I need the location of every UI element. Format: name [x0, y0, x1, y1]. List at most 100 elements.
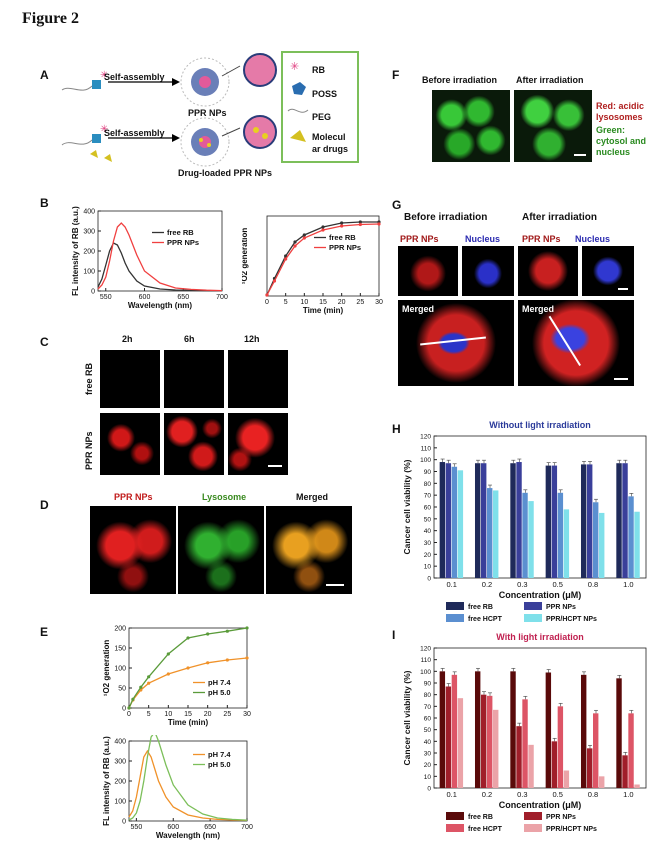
y-tick-label: 120	[420, 646, 431, 653]
legend-label: pH 5.0	[208, 760, 231, 769]
legend-swatch	[446, 602, 464, 610]
x-tick-label: 5	[147, 711, 151, 718]
g-before-label: Before irradiation	[404, 212, 488, 223]
bar	[551, 465, 558, 578]
line-profile-marker	[420, 336, 486, 345]
y-tick-label: 20	[424, 762, 432, 769]
data-point	[131, 697, 135, 701]
y-tick-label: 60	[424, 716, 432, 723]
bar	[522, 492, 528, 578]
y-tick-label: 100	[420, 669, 431, 676]
bar	[634, 511, 640, 578]
data-point	[206, 661, 210, 665]
x-tick-label: 0.5	[552, 790, 562, 799]
bar	[563, 509, 570, 578]
y-tick-label: 10	[424, 774, 432, 781]
y-tick-label: 0	[122, 819, 126, 826]
y-tick-label: 100	[83, 269, 95, 276]
data-point	[321, 225, 325, 229]
bar	[593, 713, 599, 788]
legend-label: PPR/HCPT NPs	[546, 826, 597, 833]
x-tick-label: 0.1	[446, 790, 456, 799]
x-axis-label: Concentration (μM)	[499, 800, 582, 810]
y-axis-label: Cancer cell viability (%)	[402, 459, 412, 554]
chart-title: With light irradiation	[496, 632, 583, 642]
data-point	[166, 652, 170, 656]
bar	[457, 698, 464, 788]
plot-frame	[433, 435, 647, 579]
micrograph-f-after	[514, 90, 592, 162]
scale-bar	[618, 288, 628, 290]
g-ppr-label-after: PPR NPs	[522, 234, 561, 244]
bar	[580, 464, 587, 578]
micrograph-free-rb-12h	[228, 350, 288, 408]
svg-text:✳: ✳	[290, 61, 299, 73]
y-tick-label: 80	[424, 481, 432, 488]
bar	[487, 695, 493, 788]
bar	[510, 463, 516, 578]
drug-loaded-label: Drug-loaded PPR NPs	[178, 168, 273, 178]
plot-frame	[97, 210, 223, 292]
f-after-label: After irradiation	[516, 75, 584, 85]
data-point	[293, 244, 297, 248]
x-tick-label: 0.3	[517, 580, 527, 589]
data-point	[127, 706, 131, 710]
bar	[599, 512, 605, 578]
bar	[628, 713, 634, 788]
g-after-label: After irradiation	[522, 212, 598, 223]
chart-e-fl-intensity: 550 600 650 700 0 100 200 300 400 Wavelength (nm)…	[102, 735, 253, 840]
y-tick-label: 150	[114, 646, 126, 653]
y-tick-label: 100	[114, 799, 126, 806]
micrograph-g-nucleus-after	[582, 246, 634, 296]
bar	[457, 470, 464, 578]
legend-label: free HCPT	[468, 616, 503, 623]
y-tick-label: 10	[424, 564, 432, 571]
g-nucleus-label-after: Nucleus	[575, 234, 611, 244]
legend-swatch	[446, 614, 464, 622]
data-point	[302, 233, 306, 237]
row-label-free-rb: free RB	[84, 362, 94, 395]
bar	[528, 744, 534, 788]
data-point	[265, 293, 269, 297]
ppr-nps-label: PPR NPs	[188, 108, 227, 118]
g-ppr-label-before: PPR NPs	[400, 234, 439, 244]
legend-swatch	[524, 614, 542, 622]
y-axis-label: ¹O2 generation	[242, 228, 249, 285]
bar	[474, 671, 481, 788]
bar	[557, 492, 564, 578]
data-point	[225, 629, 229, 633]
bar	[557, 706, 564, 788]
y-tick-label: 70	[424, 704, 432, 711]
legend-rb: RB	[312, 65, 325, 75]
y-tick-label: 50	[424, 516, 432, 523]
legend-label: free RB	[329, 233, 356, 242]
data-point	[340, 224, 344, 228]
data-point	[293, 240, 297, 244]
y-tick-label: 120	[420, 434, 431, 441]
data-point	[340, 221, 344, 225]
x-tick-label: 25	[223, 711, 231, 718]
title-merged: Merged	[296, 492, 329, 502]
f-before-label: Before irradiation	[422, 75, 498, 85]
micrograph-ppr-2h	[100, 413, 160, 475]
x-axis-label: Concentration (μM)	[499, 590, 582, 600]
y-tick-label: 200	[114, 626, 126, 633]
micrograph-g-nucleus-before	[462, 246, 514, 296]
legend-label: pH 5.0	[208, 688, 231, 697]
micrograph-d-ppr	[90, 506, 176, 594]
chart-i-viability-light: With light irradiation 0 10 20 30 40 50 60 70 80 9…	[402, 632, 647, 833]
legend-label: pH 7.4	[208, 750, 231, 759]
bar	[451, 466, 458, 578]
y-tick-label: 60	[424, 505, 432, 512]
x-tick-label: 0.1	[446, 580, 456, 589]
y-tick-label: 300	[83, 229, 95, 236]
chart-b-singlet-oxygen: 0 5 10 15 20 25 30 Time (min) ¹O2 generation free…	[242, 215, 383, 315]
schematic-a: ✳ ✳ ✳	[61, 51, 359, 167]
bar	[445, 463, 452, 578]
bar	[622, 463, 628, 578]
y-tick-label: 40	[424, 528, 432, 535]
figure-title: Figure 2	[22, 10, 80, 27]
data-point	[377, 222, 381, 226]
legend-molecular-1: Molecul	[312, 132, 346, 142]
micrograph-free-rb-6h	[164, 350, 224, 408]
